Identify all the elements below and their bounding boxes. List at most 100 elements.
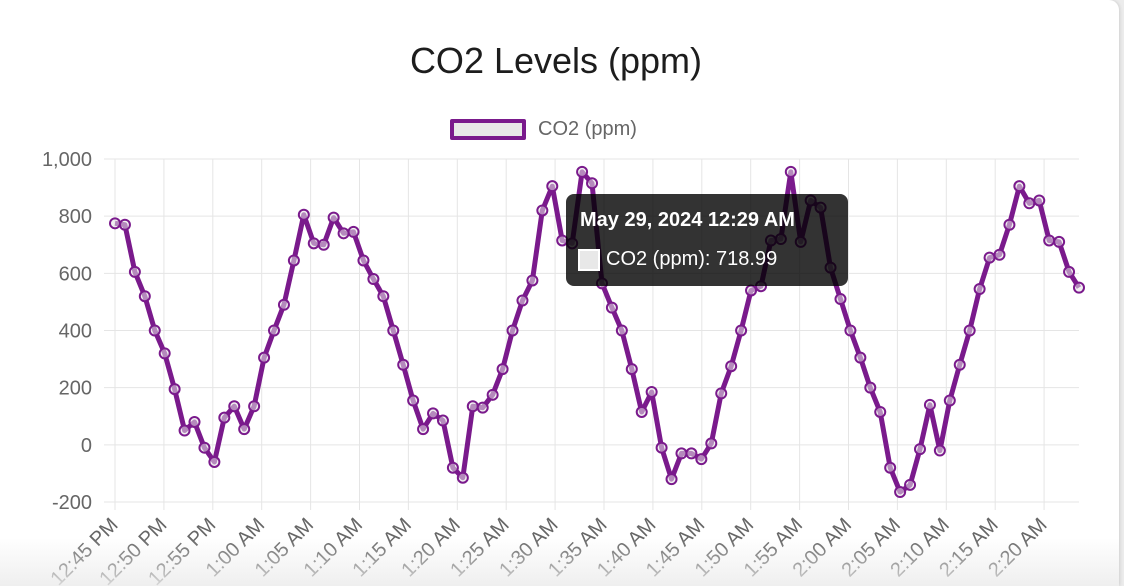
data-point (665, 473, 678, 486)
data-point (586, 177, 599, 190)
data-point (297, 208, 310, 221)
data-point (516, 294, 529, 307)
data-point (715, 387, 728, 400)
data-point (675, 447, 688, 460)
data-point (198, 441, 211, 454)
data-point (188, 415, 201, 428)
data-point (913, 443, 926, 456)
data-point (784, 165, 797, 178)
data-point (993, 248, 1006, 261)
data-point (357, 254, 370, 267)
data-point (725, 360, 738, 373)
data-point (645, 385, 658, 398)
legend-swatch[interactable] (450, 118, 526, 140)
tooltip-label: CO2 (ppm): 718.99 (606, 248, 778, 270)
chart-tooltip: May 29, 2024 12:29 AM CO2 (ppm): 718.99 (566, 194, 848, 286)
data-point (148, 324, 161, 337)
data-point (436, 414, 449, 427)
data-point (417, 423, 430, 436)
y-tick-label: 400 (59, 321, 92, 343)
data-point (506, 324, 519, 337)
data-point (735, 324, 748, 337)
data-point (1033, 194, 1046, 207)
data-point (963, 324, 976, 337)
data-point (943, 394, 956, 407)
data-point (496, 363, 509, 376)
data-point (446, 461, 459, 474)
data-point (973, 283, 986, 296)
data-point (258, 351, 271, 364)
data-point (1043, 234, 1056, 247)
data-point (834, 293, 847, 306)
data-point (745, 284, 758, 297)
data-point (953, 358, 966, 371)
data-point (268, 324, 281, 337)
data-point (605, 301, 618, 314)
data-point (635, 405, 648, 418)
data-point (248, 400, 261, 413)
data-point (864, 381, 877, 394)
data-point (625, 363, 638, 376)
data-point (228, 400, 241, 413)
data-point (476, 401, 489, 414)
data-point (397, 358, 410, 371)
data-point (695, 453, 708, 466)
data-point (844, 324, 857, 337)
data-point (854, 351, 867, 364)
chart-legend[interactable]: CO2 (ppm) (450, 115, 637, 143)
data-point (874, 405, 887, 418)
data-point (128, 265, 141, 278)
data-point (218, 411, 231, 424)
data-point (536, 204, 549, 217)
data-point (158, 347, 171, 360)
y-tick-label: 800 (59, 206, 92, 228)
data-point (546, 180, 559, 193)
data-point (1053, 235, 1066, 248)
data-point (287, 254, 300, 267)
data-point (337, 227, 350, 240)
data-point (884, 461, 897, 474)
tooltip-swatch (578, 248, 600, 271)
data-point (109, 217, 121, 230)
data-point (904, 478, 917, 491)
data-point (168, 383, 181, 396)
data-point (1023, 197, 1036, 210)
data-point (983, 251, 996, 264)
data-point (407, 394, 420, 407)
tooltip-row: CO2 (ppm): 718.99 (578, 248, 777, 271)
y-tick-label: 0 (81, 435, 92, 457)
data-point (1063, 265, 1076, 278)
data-point (238, 423, 251, 436)
y-tick-label: 1,000 (42, 149, 92, 171)
legend-label[interactable]: CO2 (ppm) (538, 117, 637, 140)
data-point (576, 165, 589, 178)
data-point (1073, 281, 1085, 294)
data-point (377, 290, 390, 303)
data-point (367, 273, 380, 286)
data-point (655, 441, 668, 454)
data-point (466, 400, 479, 413)
data-point (705, 437, 718, 450)
data-point (178, 424, 191, 437)
data-point (1013, 180, 1026, 193)
data-point (277, 298, 290, 311)
tooltip-title: May 29, 2024 12:29 AM (580, 209, 795, 231)
data-point (486, 388, 499, 401)
data-point (347, 225, 360, 238)
data-point (387, 324, 400, 337)
data-point (685, 447, 698, 460)
y-tick-label: -200 (52, 492, 92, 514)
data-point (138, 290, 151, 303)
data-point (317, 238, 330, 251)
y-tick-label: 600 (59, 263, 92, 285)
data-point (118, 218, 131, 231)
chart-title: CO2 Levels (ppm) (409, 40, 703, 81)
data-point (923, 398, 936, 411)
data-point (894, 485, 907, 498)
data-point (615, 324, 628, 337)
data-point (307, 237, 320, 250)
data-point (1003, 218, 1016, 231)
data-point (208, 455, 221, 468)
